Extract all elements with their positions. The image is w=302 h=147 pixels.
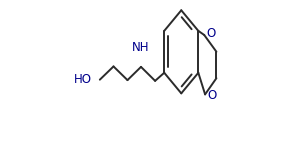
Text: HO: HO [74,73,92,86]
Text: O: O [207,89,217,102]
Text: O: O [207,27,216,40]
Text: NH: NH [132,41,150,54]
